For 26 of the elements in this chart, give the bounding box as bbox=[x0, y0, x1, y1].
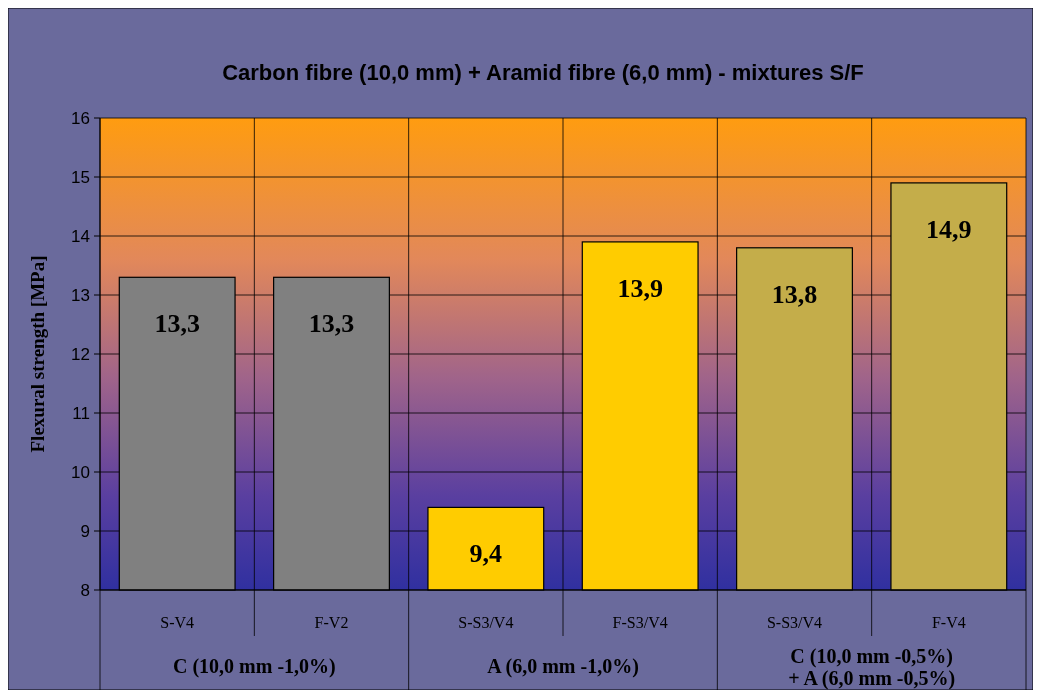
text: A (6,0 mm -1,0%) bbox=[487, 655, 639, 678]
chart-title: Carbon fibre (10,0 mm) + Aramid fibre (6,0 mm) - mixtures S/F bbox=[222, 60, 864, 85]
text: C (10,0 mm -1,0%) bbox=[172, 655, 336, 678]
x-tick-label: F-S3/V4 bbox=[612, 614, 668, 631]
y-tick-label: 8 bbox=[80, 580, 90, 600]
y-tick-label: 15 bbox=[71, 167, 90, 187]
x-tick-label: F-V2 bbox=[314, 614, 349, 631]
y-tick-label: 11 bbox=[72, 403, 90, 423]
x-tick-label: S-S3/V4 bbox=[458, 614, 514, 631]
y-tick-label: 9 bbox=[80, 521, 90, 541]
text: C (10,0 mm -0,5%) + A (6,0 mm -0,5%) bbox=[788, 645, 956, 690]
x-tick-label: F-V4 bbox=[931, 614, 966, 631]
y-axis-title: Flexural strength [MPa] bbox=[27, 255, 48, 453]
y-tick-label: 12 bbox=[71, 344, 90, 364]
y-tick-label: 13 bbox=[71, 285, 90, 305]
data-label: 13,3 bbox=[308, 309, 355, 339]
data-label: 9,4 bbox=[469, 539, 503, 569]
y-tick-label: 14 bbox=[71, 226, 90, 246]
y-tick-label: 16 bbox=[71, 108, 90, 128]
x-tick-label: S-S3/V4 bbox=[766, 614, 823, 631]
data-label: 13,3 bbox=[154, 309, 200, 339]
x-tick-label: S-V4 bbox=[160, 614, 195, 631]
data-label: 14,9 bbox=[926, 214, 972, 244]
data-label: 13,8 bbox=[771, 279, 818, 309]
y-tick-label: 10 bbox=[71, 462, 90, 482]
data-label: 13,9 bbox=[617, 273, 663, 303]
